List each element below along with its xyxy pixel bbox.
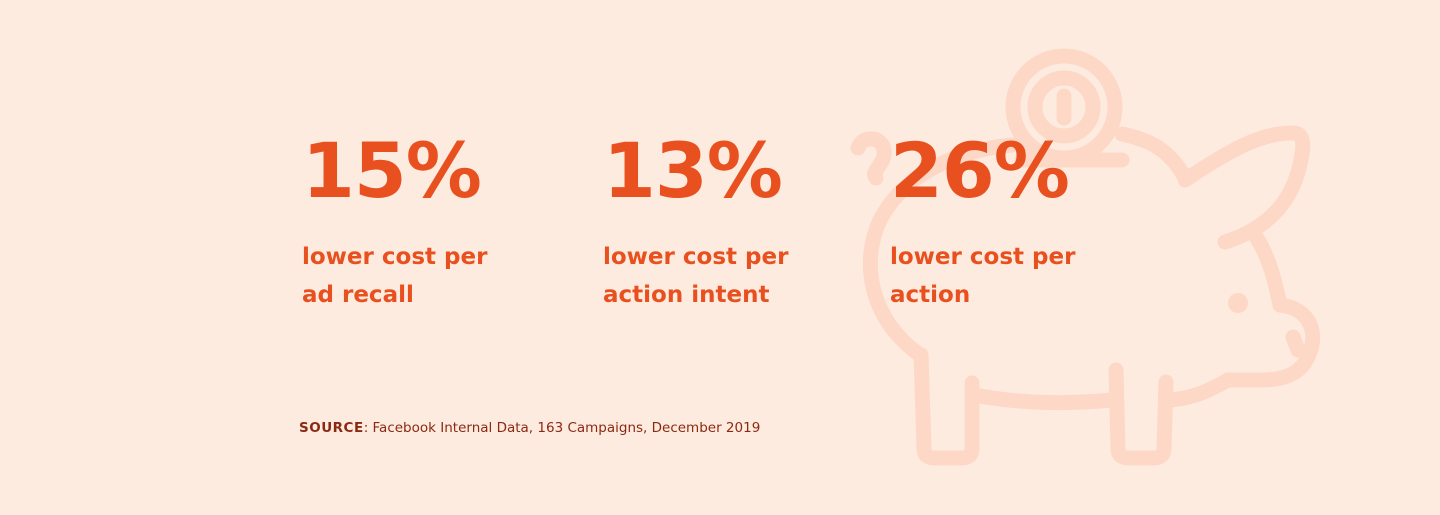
stat-ad-recall: 15% lower cost per ad recall (302, 126, 522, 314)
stat-label: lower cost per ad recall (302, 244, 488, 308)
stat-value: 15% (302, 126, 482, 215)
source-text: : Facebook Internal Data, 163 Campaigns,… (363, 420, 761, 436)
source-note: SOURCE: Facebook Internal Data, 163 Camp… (299, 418, 760, 438)
stat-action-intent: 13% lower cost per action intent (603, 126, 823, 314)
stat-value: 26% (890, 126, 1070, 215)
stat-value: 13% (603, 126, 783, 215)
stat-action: 26% lower cost per action (890, 126, 1110, 314)
stat-label: lower cost per action intent (603, 244, 789, 308)
source-key: SOURCE (299, 420, 364, 436)
stat-label: lower cost per action (890, 244, 1076, 308)
